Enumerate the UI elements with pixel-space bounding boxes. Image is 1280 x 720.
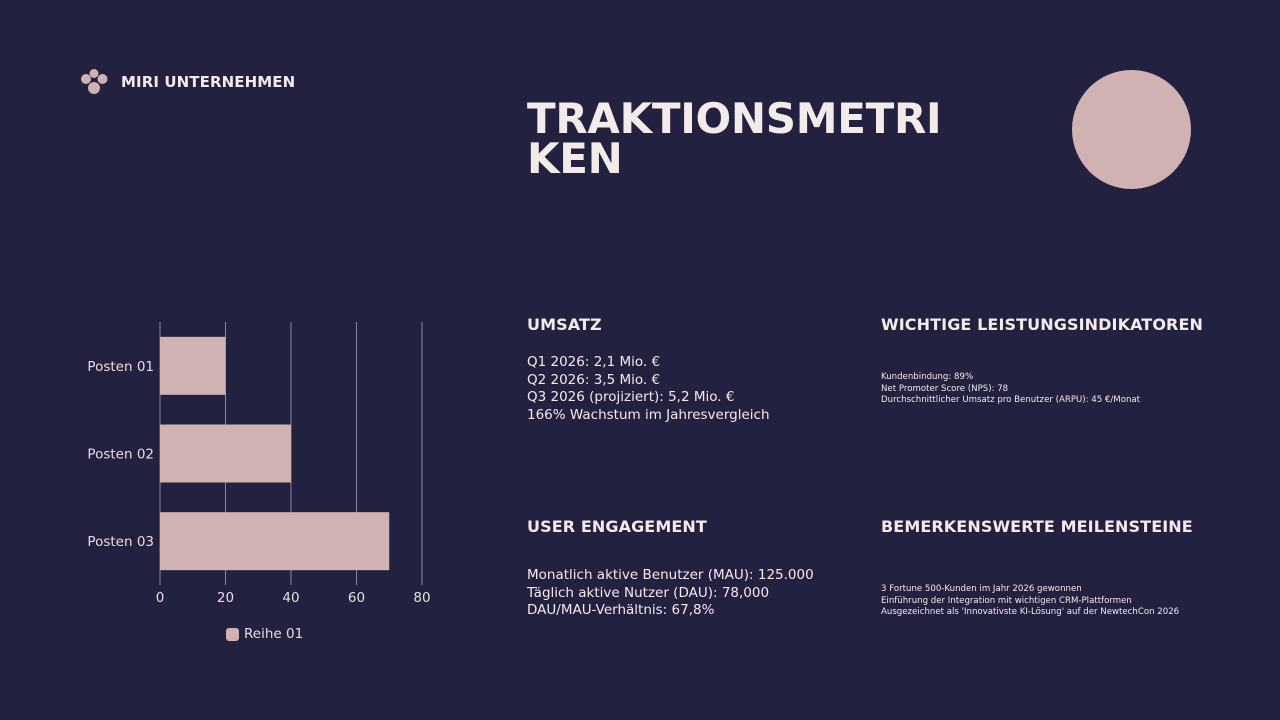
x-tick-label-3: 60 — [348, 590, 365, 606]
decorative-circle — [1072, 70, 1191, 189]
x-tick-label-0: 0 — [156, 590, 165, 606]
meilensteine-heading: BEMERKENSWERTE MEILENSTEINE — [881, 517, 1193, 536]
list-item: Q3 2026 (projiziert): 5,2 Mio. € — [527, 389, 735, 405]
page-title: TRAKTIONSMETRIKEN — [527, 94, 942, 183]
bar-1 — [160, 336, 226, 395]
x-tick-label-4: 80 — [413, 590, 430, 606]
list-item: Q1 2026: 2,1 Mio. € — [527, 354, 661, 370]
list-item: Q2 2026: 3,5 Mio. € — [527, 371, 661, 388]
category-label-2: Posten 02 — [87, 447, 154, 463]
list-item: 166% Wachstum im Jahresvergleich — [527, 406, 770, 423]
kpi-heading: WICHTIGE LEISTUNGSINDIKATOREN — [881, 315, 1203, 334]
kpi-list: Kundenbindung: 89% Net Promoter Score (N… — [881, 372, 1140, 407]
engagement-list: Monatlich aktive Benutzer (MAU): 125.000… — [527, 567, 814, 620]
category-label-1: Posten 01 — [87, 359, 154, 375]
list-item: Monatlich aktive Benutzer (MAU): 125.000 — [527, 567, 814, 583]
umsatz-heading: UMSATZ — [527, 315, 602, 334]
bar-chart: Posten 01 Posten 02 Posten 03 0 20 40 60 80 — [87, 322, 431, 606]
chart-legend: Reihe 01 — [226, 626, 303, 642]
bar-3 — [160, 512, 390, 571]
brand-logo: MIRI UNTERNEHMEN — [80, 69, 295, 95]
legend-swatch — [226, 627, 239, 641]
list-item: Durchschnittlicher Umsatz pro Benutzer (… — [881, 395, 1141, 405]
list-item: Täglich aktive Nutzer (DAU): 78,000 — [527, 584, 770, 601]
three-dots-logo-icon — [81, 69, 108, 94]
meilensteine-list: 3 Fortune 500-Kunden im Jahr 2026 gewonn… — [881, 584, 1179, 619]
list-item: Einführung der Integration mit wichtigen… — [881, 595, 1132, 606]
list-item: Net Promoter Score (NPS): 78 — [881, 383, 1009, 394]
engagement-heading: USER ENGAGEMENT — [527, 517, 707, 536]
bar-2 — [160, 424, 291, 483]
legend-label: Reihe 01 — [244, 626, 304, 642]
list-item: Ausgezeichnet als 'Innovativste KI-Lösun… — [881, 607, 1180, 617]
list-item: Kundenbindung: 89% — [881, 372, 974, 382]
brand-name: MIRI UNTERNEHMEN — [121, 73, 296, 91]
x-tick-label-1: 20 — [217, 590, 234, 606]
category-label-3: Posten 03 — [87, 534, 154, 550]
list-item: DAU/MAU-Verhältnis: 67,8% — [527, 602, 715, 618]
umsatz-list: Q1 2026: 2,1 Mio. € Q2 2026: 3,5 Mio. € … — [527, 354, 770, 424]
x-tick-label-2: 40 — [282, 590, 299, 606]
list-item: 3 Fortune 500-Kunden im Jahr 2026 gewonn… — [881, 584, 1082, 594]
